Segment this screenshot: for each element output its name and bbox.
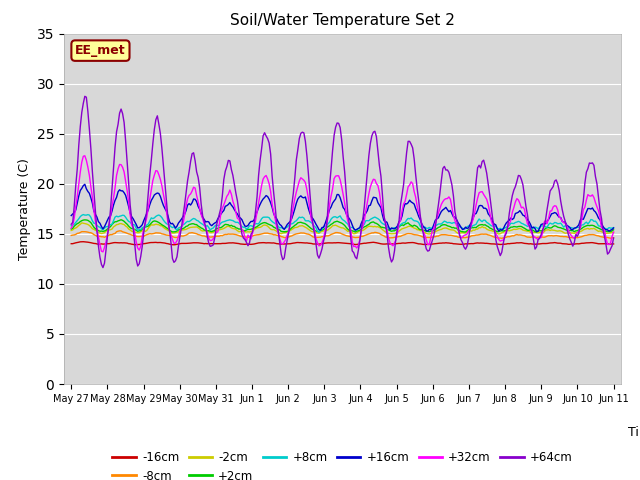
-8cm [116, 228, 124, 234]
+64cm [137, 253, 145, 259]
+32cm [99, 249, 107, 255]
+8cm [306, 219, 314, 225]
-8cm [258, 231, 266, 237]
Line: -16cm: -16cm [71, 242, 614, 245]
+16cm [610, 225, 618, 231]
+8cm [79, 212, 87, 217]
Line: +64cm: +64cm [71, 96, 614, 267]
+2cm [258, 221, 266, 227]
+64cm [259, 133, 267, 139]
+8cm [230, 219, 238, 225]
-8cm [230, 231, 238, 237]
+64cm [610, 235, 618, 241]
+2cm [117, 217, 125, 223]
Y-axis label: Temperature (C): Temperature (C) [18, 158, 31, 260]
+16cm [582, 209, 590, 215]
+8cm [67, 223, 75, 228]
-2cm [582, 226, 590, 232]
-2cm [249, 228, 257, 234]
-16cm [79, 239, 87, 245]
-16cm [610, 241, 618, 247]
-2cm [610, 229, 618, 235]
+16cm [230, 207, 238, 213]
-16cm [259, 240, 267, 245]
Line: +16cm: +16cm [71, 184, 614, 232]
Text: EE_met: EE_met [75, 44, 126, 57]
+16cm [136, 225, 143, 230]
-2cm [426, 231, 433, 237]
+64cm [67, 221, 75, 227]
-16cm [170, 242, 178, 248]
-2cm [258, 224, 266, 229]
+8cm [136, 227, 143, 232]
+32cm [250, 223, 258, 229]
+64cm [81, 94, 89, 99]
+16cm [81, 181, 89, 187]
Line: -2cm: -2cm [71, 223, 614, 234]
+32cm [81, 153, 89, 159]
+2cm [306, 225, 314, 230]
+32cm [610, 229, 618, 235]
+16cm [258, 199, 266, 204]
+2cm [582, 223, 590, 228]
+64cm [582, 169, 590, 175]
+2cm [249, 226, 257, 232]
-16cm [136, 241, 143, 247]
-8cm [582, 232, 590, 238]
-16cm [232, 240, 240, 246]
-16cm [67, 241, 75, 247]
-2cm [230, 226, 238, 231]
+8cm [315, 229, 323, 235]
+16cm [532, 229, 540, 235]
+8cm [249, 224, 257, 229]
+16cm [306, 210, 314, 216]
-8cm [498, 236, 506, 241]
+32cm [308, 217, 316, 223]
+8cm [582, 219, 590, 225]
+32cm [582, 197, 590, 203]
+16cm [249, 218, 257, 224]
Title: Soil/Water Temperature Set 2: Soil/Water Temperature Set 2 [230, 13, 455, 28]
-8cm [249, 233, 257, 239]
-2cm [136, 230, 143, 236]
Line: +8cm: +8cm [71, 215, 614, 232]
Legend: -16cm, -8cm, -2cm, +2cm, +8cm, +16cm, +32cm, +64cm: -16cm, -8cm, -2cm, +2cm, +8cm, +16cm, +3… [108, 446, 577, 480]
+64cm [250, 221, 258, 227]
-8cm [306, 232, 314, 238]
-2cm [67, 228, 75, 233]
-2cm [306, 228, 314, 233]
+2cm [610, 227, 618, 233]
+2cm [67, 226, 75, 232]
Line: +2cm: +2cm [71, 220, 614, 232]
X-axis label: Time: Time [628, 426, 640, 439]
+8cm [610, 225, 618, 230]
-8cm [136, 234, 143, 240]
+2cm [351, 229, 359, 235]
+32cm [259, 176, 267, 182]
+2cm [136, 228, 143, 234]
-16cm [250, 241, 258, 247]
+32cm [232, 210, 240, 216]
-16cm [582, 240, 590, 246]
+8cm [258, 216, 266, 222]
-2cm [78, 220, 86, 226]
+64cm [232, 191, 240, 196]
+16cm [67, 213, 75, 218]
+32cm [137, 243, 145, 249]
-16cm [308, 240, 316, 246]
-8cm [67, 232, 75, 238]
+64cm [308, 209, 316, 215]
Line: -8cm: -8cm [71, 231, 614, 239]
-8cm [610, 235, 618, 240]
Line: +32cm: +32cm [71, 156, 614, 252]
+2cm [230, 224, 238, 229]
+32cm [67, 225, 75, 231]
+64cm [99, 264, 107, 270]
